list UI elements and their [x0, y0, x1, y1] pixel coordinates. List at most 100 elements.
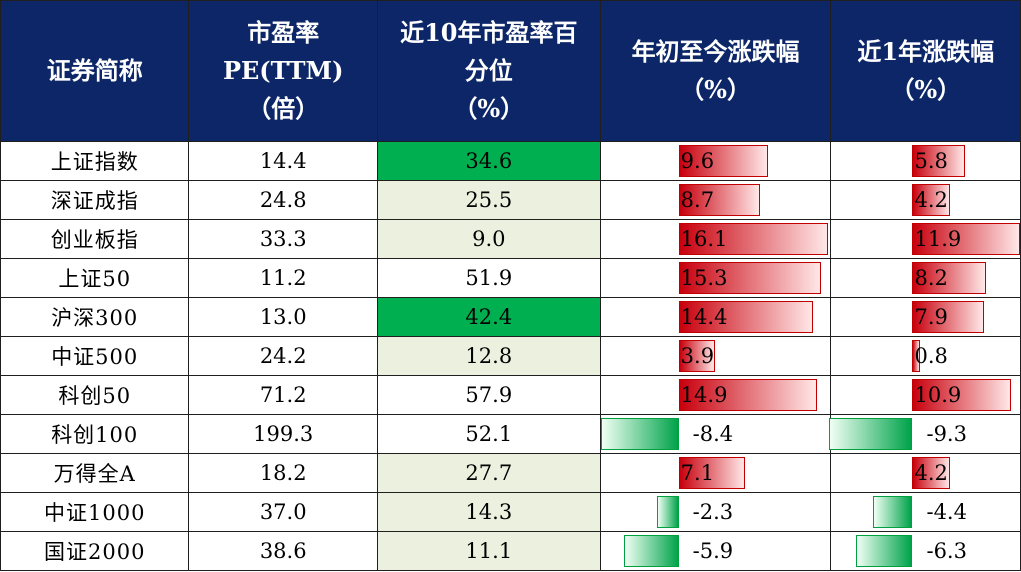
positive-change-bar [678, 301, 813, 333]
header-pe-line: PE(TTM) [222, 56, 344, 85]
one-year-change-cell-value: 4.2 [914, 461, 948, 485]
positive-change-bar [678, 379, 818, 411]
negative-change-bar [855, 535, 913, 567]
pe-percentile-cell: 14.3 [376, 492, 601, 532]
table-row: 万得全A 18.2 27.7 7.1 4.2 [0, 453, 1021, 493]
negative-change-bar [872, 496, 913, 528]
positive-change-bar [912, 301, 984, 333]
one-year-change-cell: -9.3 [828, 414, 1021, 454]
header-percentile-line: （%） [453, 94, 525, 123]
table-row: 深证成指 24.8 25.5 8.7 4.2 [0, 180, 1021, 220]
security-name-cell: 深证成指 [0, 180, 190, 220]
one-year-change-cell: 8.2 [830, 258, 1021, 298]
positive-change-bar [912, 223, 1020, 255]
positive-change-bar [912, 340, 920, 372]
ytd-change-cell-value: 9.6 [680, 149, 715, 173]
one-year-change-cell-value: 7.9 [914, 305, 948, 329]
header-ytd-change: 年初至今涨跌幅 （%） [599, 0, 832, 142]
one-year-change-cell: 10.9 [830, 375, 1021, 415]
header-ytd-line: （%） [680, 75, 751, 104]
pe-cell: 33.3 [188, 219, 378, 259]
one-year-change-cell: 5.8 [830, 141, 1021, 181]
ytd-change-cell-value: 14.4 [680, 305, 728, 329]
pe-cell: 71.2 [188, 375, 378, 415]
pe-percentile-cell: 25.5 [376, 180, 601, 220]
table-row: 上证指数 14.4 34.6 9.6 5.8 [0, 141, 1021, 181]
pe-percentile-cell: 52.1 [376, 414, 601, 454]
ytd-change-cell-value: 8.7 [680, 188, 715, 212]
table-row: 沪深300 13.0 42.4 14.4 7.9 [0, 297, 1021, 337]
ytd-change-cell: 14.4 [599, 297, 832, 337]
one-year-change-cell: 7.9 [830, 297, 1021, 337]
positive-change-bar [678, 145, 768, 177]
header-percentile-line: 分位 [464, 56, 513, 85]
one-year-change-cell: -6.3 [830, 531, 1021, 571]
pe-percentile-cell: 42.4 [376, 297, 601, 337]
one-year-change-cell-value: -6.3 [926, 539, 967, 563]
table-row: 创业板指 33.3 9.0 16.1 11.9 [0, 219, 1021, 259]
header-1y-change: 近1年涨跌幅 （%） [830, 0, 1021, 142]
pe-percentile-cell: 12.8 [376, 336, 601, 376]
header-name: 证券简称 [0, 0, 190, 142]
ytd-change-cell: -5.9 [599, 531, 832, 571]
ytd-change-cell: 15.3 [599, 258, 832, 298]
negative-change-bar [600, 418, 679, 450]
ytd-change-cell-value: -8.4 [692, 422, 734, 446]
security-name-cell: 上证指数 [0, 141, 190, 181]
header-percentile-line: 近10年市盈率百 [400, 18, 578, 47]
header-pe-percentile: 近10年市盈率百 分位 （%） [376, 0, 601, 142]
positive-change-bar [678, 223, 829, 255]
pe-cell: 199.3 [188, 414, 378, 454]
security-name-cell: 万得全A [0, 453, 190, 493]
pe-cell: 24.2 [188, 336, 378, 376]
one-year-change-cell: -4.4 [830, 492, 1021, 532]
pe-cell: 11.2 [188, 258, 378, 298]
ytd-change-cell: -2.3 [599, 492, 832, 532]
one-year-change-cell: 11.9 [830, 219, 1021, 259]
one-year-change-cell: 0.8 [830, 336, 1021, 376]
header-row: 证券简称 市盈率 PE(TTM) （倍） 近10年市盈率百 分位 （%） 年初至… [0, 0, 1021, 142]
one-year-change-cell-value: 11.9 [914, 227, 962, 251]
positive-change-bar [912, 262, 987, 294]
pe-cell: 37.0 [188, 492, 378, 532]
one-year-change-cell: 4.2 [830, 180, 1021, 220]
ytd-change-cell: 3.9 [599, 336, 832, 376]
ytd-change-cell-value: 15.3 [680, 266, 728, 290]
one-year-change-cell-value: 8.2 [914, 266, 948, 290]
pe-cell: 14.4 [188, 141, 378, 181]
one-year-change-cell-value: -9.3 [926, 422, 967, 446]
table-row: 科创100 199.3 52.1 -8.4 -9.3 [0, 414, 1021, 454]
header-1y-line: 近1年涨跌幅 [857, 37, 995, 66]
ytd-change-cell: 8.7 [599, 180, 832, 220]
header-pe: 市盈率 PE(TTM) （倍） [188, 0, 378, 142]
pe-percentile-cell: 57.9 [376, 375, 601, 415]
positive-change-bar [678, 184, 760, 216]
one-year-change-cell-value: 10.9 [914, 383, 962, 407]
positive-change-bar [678, 457, 745, 489]
table-body: 上证指数 14.4 34.6 9.6 5.8 深证成指 24.8 25.5 8.7 4.2 创业板指… [0, 141, 1021, 571]
positive-change-bar [678, 262, 821, 294]
pe-cell: 18.2 [188, 453, 378, 493]
pe-cell: 24.8 [188, 180, 378, 220]
ytd-change-cell-value: -2.3 [692, 500, 734, 524]
positive-change-bar [912, 184, 951, 216]
security-name-cell: 科创100 [0, 414, 190, 454]
ytd-change-cell-value: 14.9 [680, 383, 728, 407]
one-year-change-cell-value: -4.4 [926, 500, 967, 524]
pe-percentile-cell: 9.0 [376, 219, 601, 259]
pe-percentile-cell: 51.9 [376, 258, 601, 298]
header-pe-line: （倍） [247, 94, 320, 123]
positive-change-bar [912, 145, 965, 177]
negative-change-bar [657, 496, 679, 528]
pe-percentile-cell: 34.6 [376, 141, 601, 181]
ytd-change-cell: 16.1 [599, 219, 832, 259]
positive-change-bar [912, 379, 1011, 411]
positive-change-bar [912, 457, 951, 489]
pe-percentile-cell: 27.7 [376, 453, 601, 493]
security-name-cell: 中证1000 [0, 492, 190, 532]
one-year-change-cell-value: 4.2 [914, 188, 948, 212]
one-year-change-cell-value: 5.8 [914, 149, 948, 173]
ytd-change-cell: 14.9 [599, 375, 832, 415]
pe-cell: 13.0 [188, 297, 378, 337]
